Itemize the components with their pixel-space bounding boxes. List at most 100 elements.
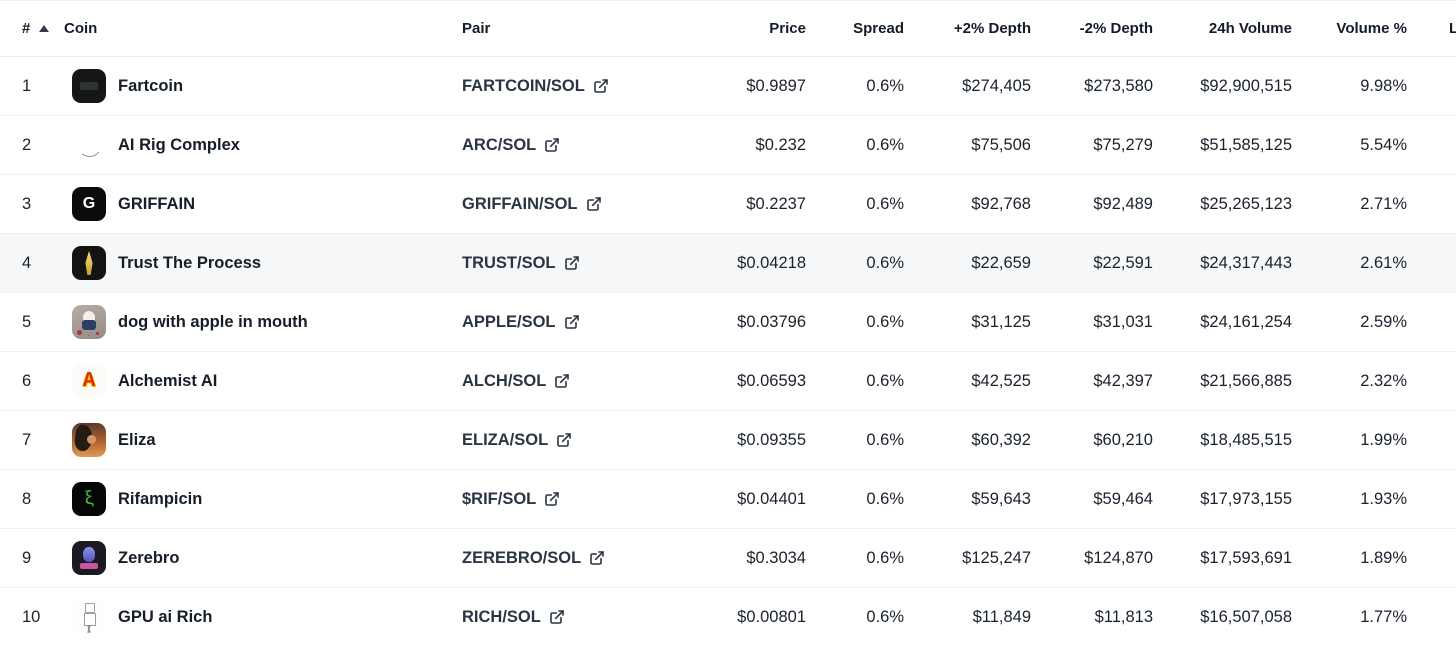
coin-cell[interactable]: G GRIFFAIN bbox=[64, 174, 462, 234]
table-row[interactable]: 5 dog with apple in mouth APPLE/SOL $0.0… bbox=[0, 292, 1456, 352]
external-link-icon bbox=[590, 551, 604, 565]
truncated-cell bbox=[1407, 56, 1456, 116]
rank-cell: 2 bbox=[0, 115, 64, 175]
external-link-icon bbox=[564, 315, 579, 329]
external-link-icon bbox=[564, 256, 579, 270]
external-link-icon bbox=[545, 138, 560, 152]
volume-pct-cell: 1.89% bbox=[1292, 528, 1407, 588]
rank-value: 10 bbox=[22, 607, 41, 626]
pair-link[interactable]: $RIF/SOL bbox=[462, 490, 560, 509]
coin-cell[interactable]: Fartcoin bbox=[64, 56, 462, 116]
table-row[interactable]: 1 Fartcoin FARTCOIN/SOL $0.9897 0.6% $27… bbox=[0, 56, 1456, 116]
column-header-24h-volume[interactable]: 24h Volume bbox=[1153, 0, 1292, 57]
table-row[interactable]: 2 AI Rig Complex ARC/SOL $0.232 0.6% $75… bbox=[0, 115, 1456, 175]
volume-24h-cell: $17,593,691 bbox=[1153, 528, 1292, 588]
rank-cell: 8 bbox=[0, 469, 64, 529]
external-link-icon bbox=[557, 433, 571, 447]
coin-cell[interactable]: Eliza bbox=[64, 410, 462, 470]
rank-cell: 5 bbox=[0, 292, 64, 352]
table-row[interactable]: 7 Eliza ELIZA/SOL $0.09355 0.6% $60,392 … bbox=[0, 410, 1456, 470]
minus2-depth-cell: $59,464 bbox=[1031, 469, 1153, 529]
table-body: 1 Fartcoin FARTCOIN/SOL $0.9897 0.6% $27… bbox=[0, 56, 1456, 646]
pair-link[interactable]: ALCH/SOL bbox=[462, 372, 570, 391]
column-header-spread[interactable]: Spread bbox=[806, 0, 904, 57]
spread-cell: 0.6% bbox=[806, 56, 904, 116]
coin-name: Rifampicin bbox=[118, 489, 203, 508]
column-header-truncated[interactable]: L bbox=[1407, 0, 1456, 57]
truncated-cell bbox=[1407, 410, 1456, 470]
pair-link[interactable]: RICH/SOL bbox=[462, 608, 565, 627]
rank-cell: 4 bbox=[0, 233, 64, 293]
price-cell: $0.06593 bbox=[702, 351, 806, 411]
coin-icon bbox=[72, 600, 106, 634]
sort-ascending-icon bbox=[39, 25, 50, 32]
external-link-icon bbox=[545, 492, 560, 506]
volume-pct-cell: 2.32% bbox=[1292, 351, 1407, 411]
plus2-depth-cell: $60,392 bbox=[904, 410, 1031, 470]
rank-value: 8 bbox=[22, 489, 32, 508]
table-row[interactable]: 6 A Alchemist AI ALCH/SOL $0.06593 0.6% … bbox=[0, 351, 1456, 411]
rank-cell: 6 bbox=[0, 351, 64, 411]
spread-cell: 0.6% bbox=[806, 174, 904, 234]
plus2-depth-cell: $22,659 bbox=[904, 233, 1031, 293]
table-row[interactable]: 3 G GRIFFAIN GRIFFAIN/SOL $0.2237 0.6% $… bbox=[0, 174, 1456, 234]
spread-cell: 0.6% bbox=[806, 410, 904, 470]
table-row[interactable]: 8 ξ Rifampicin $RIF/SOL $0.04401 0.6% $5… bbox=[0, 469, 1456, 529]
table-row[interactable]: 10 GPU ai Rich RICH/SOL $0.00801 0.6% $1… bbox=[0, 587, 1456, 646]
minus2-depth-cell: $60,210 bbox=[1031, 410, 1153, 470]
coin-cell[interactable]: dog with apple in mouth bbox=[64, 292, 462, 352]
rank-value: 3 bbox=[22, 194, 32, 213]
column-header-plus2-depth[interactable]: +2% Depth bbox=[904, 0, 1031, 57]
coin-cell[interactable]: AI Rig Complex bbox=[64, 115, 462, 175]
pair-label: APPLE/SOL bbox=[462, 312, 556, 331]
plus2-depth-cell: $59,643 bbox=[904, 469, 1031, 529]
pair-link[interactable]: GRIFFAIN/SOL bbox=[462, 195, 602, 214]
pair-link[interactable]: ARC/SOL bbox=[462, 136, 560, 155]
external-link-icon bbox=[555, 374, 570, 388]
price-cell: $0.2237 bbox=[702, 174, 806, 234]
volume-24h-cell: $18,485,515 bbox=[1153, 410, 1292, 470]
truncated-cell bbox=[1407, 233, 1456, 293]
pair-cell: ARC/SOL bbox=[462, 115, 702, 175]
truncated-cell bbox=[1407, 469, 1456, 529]
volume-24h-cell: $51,585,125 bbox=[1153, 115, 1292, 175]
pair-cell: RICH/SOL bbox=[462, 587, 702, 646]
coin-icon bbox=[72, 305, 106, 339]
spread-cell: 0.6% bbox=[806, 528, 904, 588]
pair-link[interactable]: ZEREBRO/SOL bbox=[462, 549, 605, 568]
coin-cell[interactable]: GPU ai Rich bbox=[64, 587, 462, 646]
truncated-cell bbox=[1407, 351, 1456, 411]
external-link-icon bbox=[586, 197, 601, 211]
price-cell: $0.9897 bbox=[702, 56, 806, 116]
pair-cell: ZEREBRO/SOL bbox=[462, 528, 702, 588]
plus2-depth-cell: $42,525 bbox=[904, 351, 1031, 411]
rank-value: 9 bbox=[22, 548, 32, 567]
coin-cell[interactable]: ξ Rifampicin bbox=[64, 469, 462, 529]
price-cell: $0.09355 bbox=[702, 410, 806, 470]
truncated-cell bbox=[1407, 528, 1456, 588]
coin-cell[interactable]: Trust The Process bbox=[64, 233, 462, 293]
pair-link[interactable]: APPLE/SOL bbox=[462, 313, 580, 332]
column-header-volume-pct[interactable]: Volume % bbox=[1292, 0, 1407, 57]
coin-cell[interactable]: Zerebro bbox=[64, 528, 462, 588]
rank-value: 1 bbox=[22, 76, 32, 95]
minus2-depth-cell: $22,591 bbox=[1031, 233, 1153, 293]
column-header-pair[interactable]: Pair bbox=[462, 0, 702, 57]
pair-link[interactable]: TRUST/SOL bbox=[462, 254, 580, 273]
column-header-coin[interactable]: Coin bbox=[64, 0, 462, 57]
plus2-depth-cell: $274,405 bbox=[904, 56, 1031, 116]
coin-cell[interactable]: A Alchemist AI bbox=[64, 351, 462, 411]
column-header-rank[interactable]: # bbox=[0, 0, 64, 57]
pair-link[interactable]: FARTCOIN/SOL bbox=[462, 77, 609, 96]
rank-value: 7 bbox=[22, 430, 32, 449]
pair-link[interactable]: ELIZA/SOL bbox=[462, 431, 572, 450]
rank-cell: 10 bbox=[0, 587, 64, 646]
coin-name: AI Rig Complex bbox=[118, 135, 240, 154]
table-row[interactable]: 9 Zerebro ZEREBRO/SOL $0.3034 0.6% $125,… bbox=[0, 528, 1456, 588]
volume-24h-cell: $24,317,443 bbox=[1153, 233, 1292, 293]
table-row[interactable]: 4 Trust The Process TRUST/SOL $0.04218 0… bbox=[0, 233, 1456, 293]
column-header-minus2-depth[interactable]: -2% Depth bbox=[1031, 0, 1153, 57]
volume-24h-cell: $24,161,254 bbox=[1153, 292, 1292, 352]
column-header-price[interactable]: Price bbox=[702, 0, 806, 57]
